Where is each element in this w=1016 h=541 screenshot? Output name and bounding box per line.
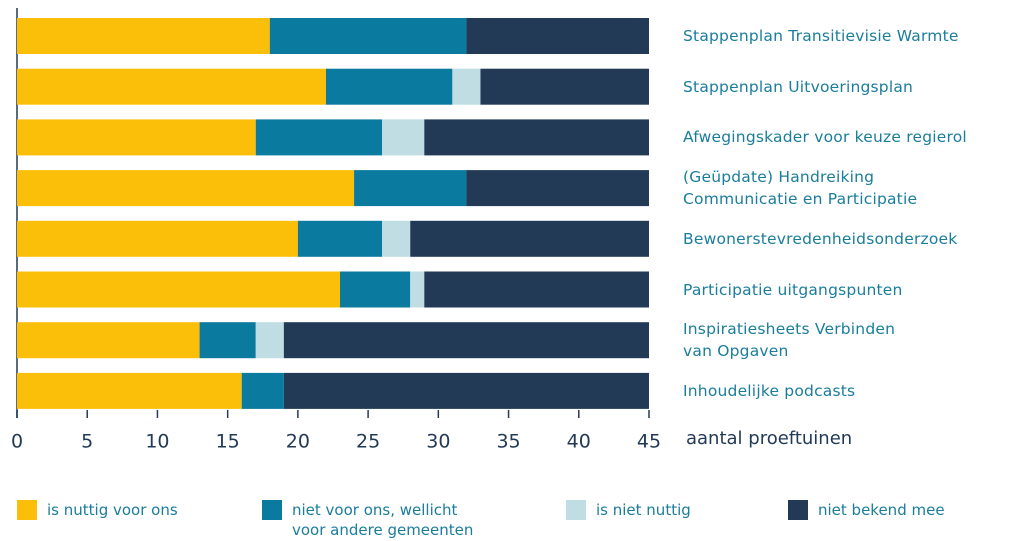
bar-segment: [17, 18, 270, 54]
category-label: Afwegingskader voor keuze regierol: [683, 128, 967, 147]
bar-segment: [199, 322, 256, 359]
category-label: Inspiratiesheets Verbinden van Opgaven: [683, 320, 896, 361]
legend-swatch: [262, 500, 282, 520]
category-label: Stappenplan Transitievisie Warmte: [683, 27, 959, 45]
bar-segment: [269, 18, 467, 54]
bar-segment: [297, 220, 383, 257]
bar-segment: [255, 119, 383, 156]
bar-segment: [255, 322, 284, 359]
bar-segment: [382, 220, 411, 257]
category-label: Inhoudelijke podcasts: [683, 381, 856, 400]
bar-segment: [325, 68, 453, 105]
bar-segment: [354, 170, 467, 207]
x-tick-label: 5: [81, 431, 93, 453]
x-tick-label: 10: [145, 431, 169, 453]
bar-segment: [17, 170, 355, 207]
bar-segment: [410, 271, 425, 308]
bar-segment: [466, 170, 649, 207]
legend-swatch: [566, 500, 586, 520]
legend-label: niet voor ons, wellicht voor andere geme…: [292, 501, 474, 539]
bar-segment: [340, 271, 411, 308]
legend-label: is niet nuttig: [596, 501, 691, 519]
bar-segment: [382, 119, 425, 156]
bar-segment: [424, 119, 649, 156]
category-label: Participatie uitgangspunten: [683, 280, 903, 299]
legend-label: is nuttig voor ons: [47, 501, 178, 519]
x-tick-label: 45: [637, 431, 661, 453]
bar-segment: [480, 68, 649, 105]
x-tick-label: 20: [286, 431, 310, 453]
bar-segment: [424, 271, 649, 308]
category-label: Bewonerstevredenheidsonderzoek: [683, 229, 958, 248]
bar-segment: [410, 220, 649, 257]
x-tick-label: 15: [216, 431, 240, 453]
x-tick-label: 25: [356, 431, 380, 453]
bar-segment: [17, 271, 341, 308]
bar-segment: [17, 322, 200, 359]
x-tick-label: 35: [496, 431, 520, 453]
x-axis-label: aantal proeftuinen: [686, 428, 853, 449]
legend-swatch: [17, 500, 37, 520]
bar-segment: [283, 372, 649, 409]
category-label: Stappenplan Uitvoeringsplan: [683, 77, 914, 96]
bar-segment: [283, 322, 649, 359]
legend-swatch: [788, 500, 808, 520]
bar-segment: [17, 119, 256, 156]
bar-segment: [466, 18, 649, 54]
category-label: (Geüpdate) Handreiking Communicatie en P…: [683, 168, 918, 209]
bar-segment: [241, 372, 284, 409]
legend-label: niet bekend mee: [818, 501, 945, 519]
x-tick-label: 0: [11, 431, 23, 453]
x-tick-label: 40: [567, 431, 591, 453]
x-tick-label: 30: [426, 431, 450, 453]
bar-segment: [17, 372, 242, 409]
bar-segment: [17, 68, 326, 105]
bar-segment: [17, 220, 298, 257]
bar-segment: [452, 68, 481, 105]
